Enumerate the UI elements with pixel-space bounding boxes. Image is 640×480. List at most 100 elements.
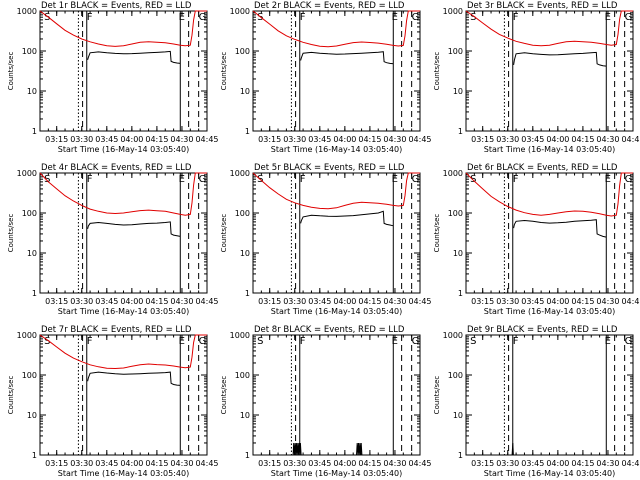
y-tick-label: 10 <box>27 87 37 96</box>
chart-title: Det 5r BLACK = Events, RED = LLD <box>254 163 405 173</box>
x-tick-label: 04:00 <box>546 135 569 144</box>
x-tick-label: 04:30 <box>383 297 406 306</box>
marker-label-e: E <box>605 336 611 347</box>
x-tick-label: 03:15 <box>471 297 494 306</box>
x-tick-label: 04:00 <box>120 459 143 468</box>
y-tick-label: 1 <box>32 127 37 136</box>
x-tick-label: 04:45 <box>195 297 218 306</box>
x-tick-label: 03:45 <box>308 459 331 468</box>
y-tick-label: 100 <box>235 209 250 218</box>
marker-label-f: F <box>87 12 93 23</box>
series-events-line <box>87 50 181 64</box>
chart-title: Det 7r BLACK = Events, RED = LLD <box>41 325 192 335</box>
x-tick-label: 04:30 <box>596 297 619 306</box>
x-tick-label: 04:15 <box>358 297 381 306</box>
series-lld-line <box>39 334 207 370</box>
y-axis-label: Counts/sec <box>220 214 228 253</box>
y-tick-label: 100 <box>448 47 463 56</box>
y-tick-label: 1 <box>245 127 250 136</box>
chart-title: Det 3r BLACK = Events, RED = LLD <box>467 1 618 11</box>
y-tick-label: 1000 <box>443 169 463 178</box>
marker-label-s: S <box>44 12 50 23</box>
y-tick-label: 1000 <box>443 7 463 16</box>
marker-label-e: E <box>392 174 398 185</box>
y-tick-label: 1 <box>32 289 37 298</box>
series-events-line <box>300 210 394 227</box>
marker-label-g: G <box>625 336 633 347</box>
series-lld-line <box>465 10 633 47</box>
y-tick-label: 10 <box>27 411 37 420</box>
chart-title: Det 4r BLACK = Events, RED = LLD <box>41 163 192 173</box>
chart-title: Det 8r BLACK = Events, RED = LLD <box>254 325 405 335</box>
x-tick-label: 03:15 <box>45 459 68 468</box>
x-axis-label: Start Time (16-May-14 03:05:40) <box>271 145 402 154</box>
y-tick-label: 100 <box>235 47 250 56</box>
x-tick-label: 03:45 <box>95 135 118 144</box>
y-tick-label: 100 <box>22 371 37 380</box>
x-tick-label: 03:45 <box>308 135 331 144</box>
y-tick-label: 10 <box>27 249 37 258</box>
x-axis-label: Start Time (16-May-14 03:05:40) <box>484 307 615 316</box>
x-tick-label: 04:30 <box>170 135 193 144</box>
series-lld-line <box>39 10 207 47</box>
x-tick-label: 04:00 <box>333 459 356 468</box>
y-tick-label: 10 <box>453 411 463 420</box>
series-events-line <box>513 219 607 238</box>
subplot-8: Det 8r BLACK = Events, RED = LLD 1 10 100 10… <box>220 325 432 478</box>
x-tick-label: 03:30 <box>496 459 519 468</box>
x-tick-label: 04:30 <box>383 135 406 144</box>
x-tick-label: 03:30 <box>70 459 93 468</box>
marker-label-g: G <box>625 174 633 185</box>
y-tick-label: 1000 <box>17 7 37 16</box>
x-axis-label: Start Time (16-May-14 03:05:40) <box>58 469 189 478</box>
y-tick-label: 1 <box>32 451 37 460</box>
x-tick-label: 04:15 <box>358 135 381 144</box>
x-tick-label: 04:30 <box>170 297 193 306</box>
y-axis-label: Counts/sec <box>220 52 228 91</box>
y-tick-label: 10 <box>240 87 250 96</box>
x-tick-label: 04:00 <box>546 459 569 468</box>
subplot-6: Det 6r BLACK = Events, RED = LLD 1 10 100 10… <box>433 163 640 316</box>
x-tick-label: 04:15 <box>571 135 594 144</box>
marker-label-s: S <box>44 336 50 347</box>
y-tick-label: 1000 <box>230 7 250 16</box>
x-tick-label: 04:45 <box>195 459 218 468</box>
x-tick-label: 03:30 <box>283 135 306 144</box>
y-axis-label: Counts/sec <box>220 376 228 415</box>
marker-label-f: F <box>513 336 519 347</box>
subplot-3: Det 3r BLACK = Events, RED = LLD 1 10 100 10… <box>433 1 640 154</box>
marker-label-e: E <box>179 12 185 23</box>
y-axis-label: Counts/sec <box>433 376 441 415</box>
marker-label-s: S <box>470 174 476 185</box>
x-tick-label: 03:45 <box>95 459 118 468</box>
x-tick-label: 03:30 <box>70 297 93 306</box>
marker-label-g: G <box>199 336 207 347</box>
y-axis-label: Counts/sec <box>433 52 441 91</box>
y-axis-label: Counts/sec <box>433 214 441 253</box>
x-tick-label: 03:30 <box>283 297 306 306</box>
series-events-line <box>513 51 607 67</box>
x-tick-label: 04:15 <box>358 459 381 468</box>
x-tick-label: 04:45 <box>408 459 431 468</box>
x-tick-label: 04:00 <box>120 135 143 144</box>
x-tick-label: 03:15 <box>45 135 68 144</box>
chart-title: Det 6r BLACK = Events, RED = LLD <box>467 163 618 173</box>
marker-label-e: E <box>605 12 611 23</box>
x-tick-label: 04:45 <box>195 135 218 144</box>
marker-label-e: E <box>179 336 185 347</box>
x-tick-label: 03:15 <box>471 135 494 144</box>
series-lld-line <box>252 172 420 210</box>
x-tick-label: 04:15 <box>145 459 168 468</box>
x-tick-label: 04:30 <box>170 459 193 468</box>
marker-label-s: S <box>470 12 476 23</box>
x-tick-label: 04:15 <box>571 297 594 306</box>
chart-title: Det 1r BLACK = Events, RED = LLD <box>41 1 192 11</box>
x-tick-label: 03:15 <box>258 135 281 144</box>
subplot-9: Det 9r BLACK = Events, RED = LLD 1 10 100 10… <box>433 325 640 478</box>
x-tick-label: 04:15 <box>571 459 594 468</box>
series-lld-line <box>252 10 420 48</box>
x-axis-label: Start Time (16-May-14 03:05:40) <box>484 145 615 154</box>
y-tick-label: 1000 <box>17 169 37 178</box>
plot-frame <box>39 172 208 294</box>
